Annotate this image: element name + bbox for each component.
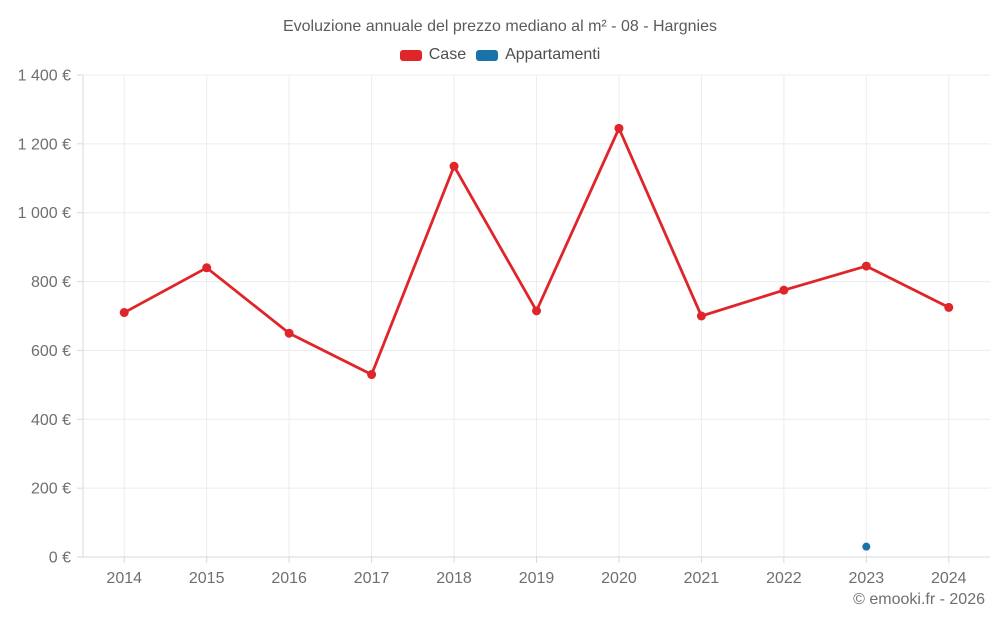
x-tick-label: 2021: [684, 570, 720, 587]
data-point-case-2018[interactable]: [449, 161, 459, 171]
y-tick-label: 600 €: [31, 343, 71, 360]
legend-swatch-case-icon: [399, 49, 422, 61]
data-point-case-2021[interactable]: [696, 311, 706, 321]
y-tick-label: 200 €: [31, 481, 71, 498]
legend-item-case[interactable]: Case: [399, 46, 467, 64]
x-tick-label: 2015: [189, 570, 225, 587]
x-tick-label: 2016: [271, 570, 307, 587]
data-point-case-2022[interactable]: [779, 285, 789, 295]
data-point-case-2023[interactable]: [861, 261, 871, 271]
data-point-case-2015[interactable]: [202, 263, 212, 273]
data-point-appartamenti-2023[interactable]: [862, 542, 871, 551]
chart-title: Evoluzione annuale del prezzo mediano al…: [282, 18, 717, 35]
data-point-case-2014[interactable]: [119, 308, 129, 318]
copyright: © emooki.fr - 2026: [853, 591, 985, 608]
legend-label-case: Case: [428, 46, 467, 63]
legend-label-appartamenti: Appartamenti: [505, 46, 601, 63]
x-tick-label: 2022: [766, 570, 802, 587]
x-tick-label: 2023: [849, 570, 885, 587]
data-point-case-2019[interactable]: [532, 306, 541, 316]
x-tick-label: 2019: [519, 570, 555, 587]
data-point-case-2024[interactable]: [944, 302, 954, 312]
y-tick-label: 400 €: [31, 412, 71, 429]
x-tick-label: 2014: [106, 570, 142, 587]
data-point-case-2017[interactable]: [367, 370, 377, 380]
x-tick-label: 2024: [931, 570, 967, 587]
x-tick-label: 2018: [436, 570, 472, 587]
y-tick-label: 800 €: [31, 274, 71, 291]
legend: Case Appartamenti: [0, 46, 1000, 64]
y-tick-label: 1 200 €: [18, 136, 71, 153]
legend-swatch-appartamenti-icon: [476, 49, 499, 61]
x-tick-label: 2020: [601, 570, 637, 587]
x-tick-label: 2017: [354, 570, 390, 587]
legend-item-appartamenti[interactable]: Appartamenti: [476, 46, 600, 64]
y-tick-label: 0 €: [49, 550, 71, 567]
y-tick-label: 1 000 €: [18, 205, 71, 222]
data-point-case-2016[interactable]: [284, 328, 294, 338]
data-point-case-2020[interactable]: [614, 123, 624, 133]
y-tick-label: 1 400 €: [18, 68, 71, 85]
